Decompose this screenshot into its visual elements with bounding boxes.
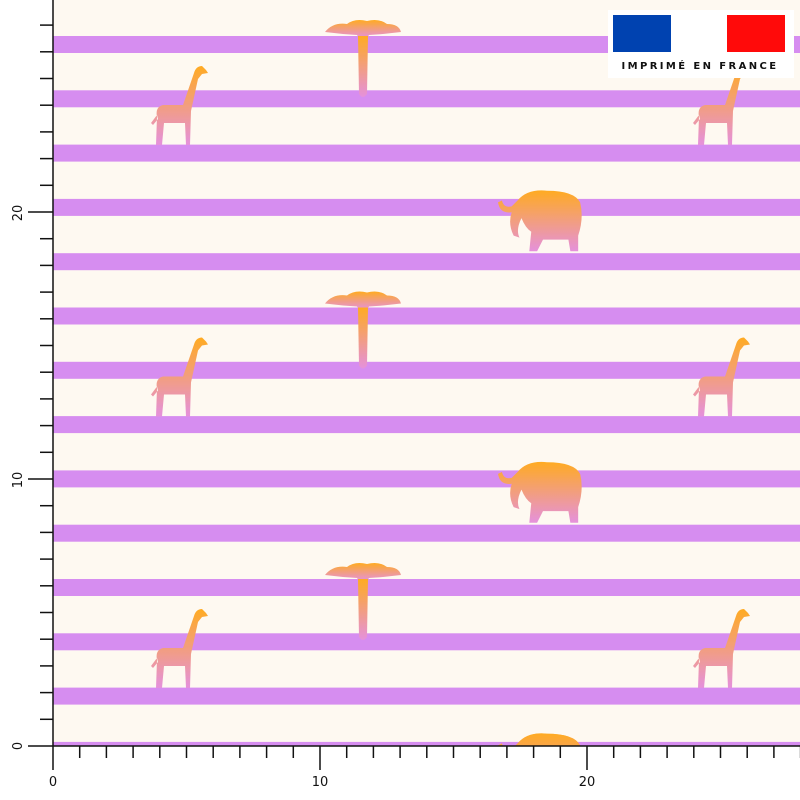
stripe — [53, 796, 800, 800]
stripe — [53, 307, 800, 325]
stripe — [53, 361, 800, 379]
stripe — [53, 253, 800, 271]
stripe — [53, 144, 800, 162]
y-label: 20 — [11, 205, 26, 222]
stripe — [53, 633, 800, 651]
rulers: 0 10 20 0 10 20 — [11, 0, 800, 790]
print-badge: IMPRIMÉ EN FRANCE — [608, 10, 794, 78]
stripe — [53, 687, 800, 705]
x-label: 10 — [312, 775, 329, 790]
x-label: 0 — [49, 775, 57, 790]
y-label: 10 — [11, 472, 26, 489]
stripe — [53, 198, 800, 216]
stripe — [53, 579, 800, 596]
badge-text: IMPRIMÉ EN FRANCE — [622, 59, 779, 72]
stripe — [53, 470, 800, 488]
stripe — [53, 90, 800, 108]
stripe — [53, 741, 800, 746]
pattern-area — [53, 0, 800, 800]
x-label: 20 — [579, 775, 596, 790]
stripe — [53, 416, 800, 434]
y-label: 0 — [11, 742, 26, 750]
stripe — [53, 524, 800, 542]
